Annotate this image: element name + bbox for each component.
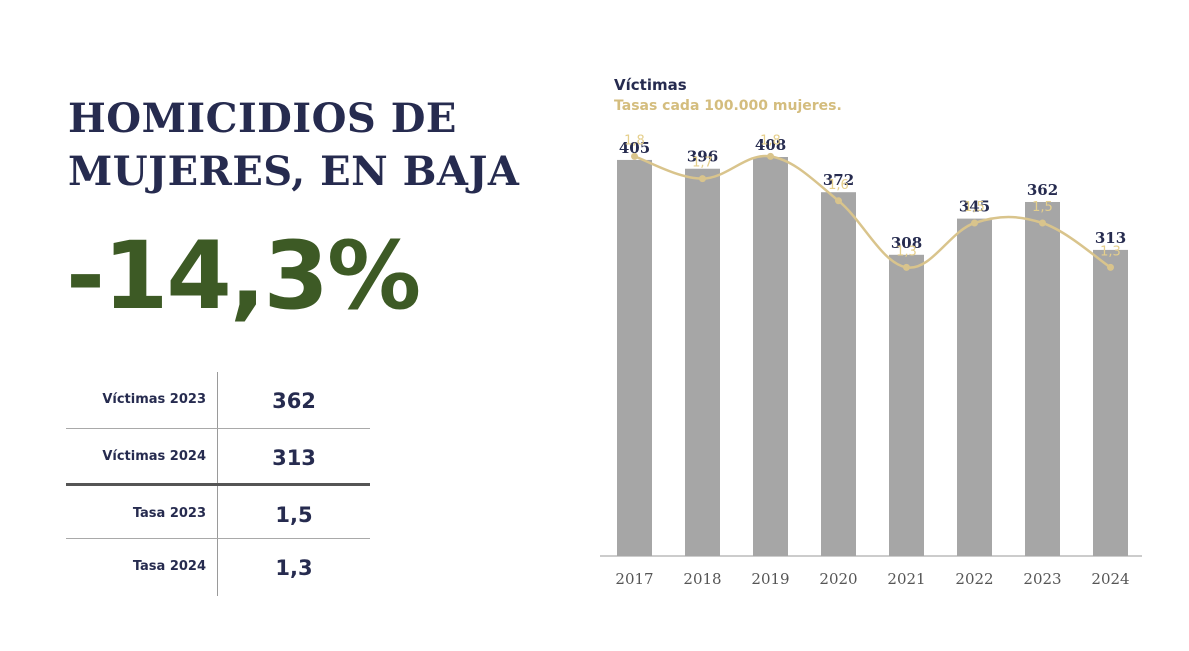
bar-label-2020: 372 [823, 171, 854, 189]
table-divider [66, 428, 370, 429]
table-row-victimas-2024: Víctimas 2024 313 [66, 429, 370, 485]
rate-point-2019 [767, 152, 774, 160]
bar-2023 [1025, 201, 1060, 556]
rate-point-2020 [835, 197, 842, 205]
table-row-label: Tasa 2023 [132, 506, 206, 521]
x-tick-2018: 2018 [683, 570, 721, 588]
x-tick-labels: 2017 2018 2019 2020 2021 2022 2023 2024 [615, 570, 1129, 588]
percent-change: -14,3% [66, 222, 421, 331]
rate-label-2019: 1,8 [760, 133, 781, 148]
rate-points [631, 152, 1114, 271]
rate-label-2022: 1,5 [964, 200, 985, 215]
rate-point-2017 [631, 152, 638, 160]
bar-label-2018: 396 [687, 148, 718, 166]
table-row-value: 1,5 [275, 503, 313, 527]
x-tick-2017: 2017 [615, 570, 653, 588]
rate-line [634, 154, 1112, 269]
rate-label-2021: 1,3 [896, 244, 917, 259]
rate-label-2024: 1,3 [1100, 244, 1121, 259]
headline-line-2: MUJERES, EN BAJA [68, 148, 520, 195]
rate-point-2021 [903, 263, 910, 271]
x-tick-2020: 2020 [819, 570, 857, 588]
legend-victims: Víctimas [614, 76, 687, 94]
bar-label-2019: 408 [755, 136, 786, 154]
bar-labels: 405 396 408 372 308 345 362 313 [619, 136, 1126, 252]
table-row-value: 362 [272, 389, 316, 413]
bar-label-2021: 308 [891, 234, 922, 252]
table-row-label: Tasa 2024 [132, 559, 206, 574]
bar-series-victims [617, 157, 1128, 557]
rate-point-2023 [1039, 219, 1046, 227]
rate-labels: 1,8 1,7 1,8 1,6 1,3 1,5 1,5 1,3 [624, 133, 1121, 259]
rate-label-2023: 1,5 [1032, 200, 1053, 215]
table-row-value: 1,3 [275, 556, 313, 580]
bar-label-2023: 362 [1027, 181, 1058, 199]
bar-2020 [821, 192, 856, 557]
bar-2024 [1093, 249, 1128, 556]
x-tick-2023: 2023 [1023, 570, 1061, 588]
rate-point-2022 [971, 219, 978, 227]
bar-2017 [617, 159, 652, 556]
rate-point-2024 [1107, 263, 1114, 271]
rate-point-2018 [699, 175, 706, 183]
x-tick-2019: 2019 [751, 570, 789, 588]
bar-label-2017: 405 [619, 139, 650, 157]
table-row-label: Víctimas 2023 [102, 392, 206, 407]
summary-table: Víctimas 2023 362 Víctimas 2024 313 Tasa… [66, 372, 370, 596]
bar-2021 [889, 254, 924, 556]
table-row-tasa-2023: Tasa 2023 1,5 [66, 486, 370, 542]
table-row-value: 313 [272, 446, 316, 470]
table-divider-thick [66, 483, 370, 486]
table-row-victimas-2023: Víctimas 2023 362 [66, 372, 370, 428]
x-tick-2024: 2024 [1091, 570, 1129, 588]
headline-line-1: HOMICIDIOS DE [68, 95, 457, 142]
x-tick-2022: 2022 [955, 570, 993, 588]
rate-label-2018: 1,7 [692, 156, 713, 171]
bar-label-2024: 313 [1095, 229, 1126, 247]
rate-label-2017: 1,8 [624, 133, 645, 148]
table-divider [66, 538, 370, 539]
table-row-label: Víctimas 2024 [102, 449, 206, 464]
bar-2018 [685, 168, 720, 556]
table-row-tasa-2024: Tasa 2024 1,3 [66, 539, 370, 595]
bar-2019 [753, 157, 788, 556]
x-tick-2021: 2021 [887, 570, 925, 588]
bar-2022 [957, 218, 992, 556]
legend-rate: Tasas cada 100.000 mujeres. [614, 98, 842, 114]
bar-label-2022: 345 [959, 198, 990, 216]
headline: HOMICIDIOS DE MUJERES, EN BAJA [68, 92, 519, 198]
rate-label-2020: 1,6 [828, 178, 849, 193]
